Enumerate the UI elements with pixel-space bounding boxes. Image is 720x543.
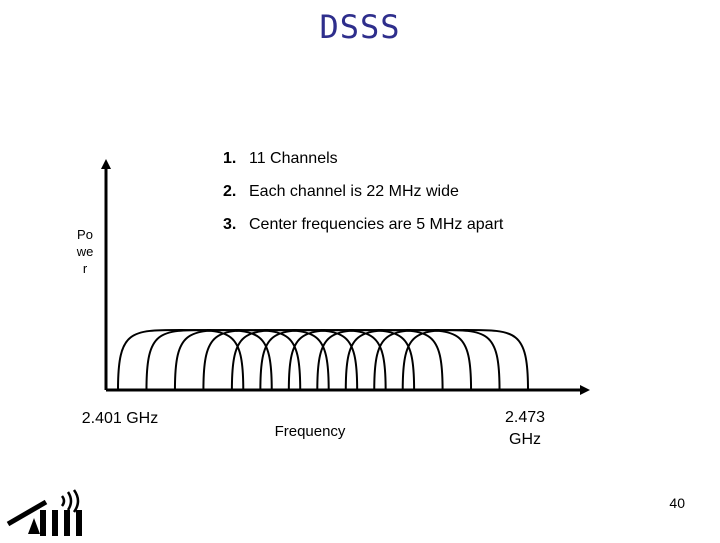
channel-curve bbox=[287, 328, 416, 391]
bullet-list: 1. 11 Channels 2. Each channel is 22 MHz w… bbox=[223, 148, 503, 247]
start-frequency-label: 2.401 GHz bbox=[81, 410, 159, 427]
channel-curve bbox=[202, 328, 330, 391]
channel-curves bbox=[117, 328, 529, 391]
x-axis-label: Frequency bbox=[274, 423, 346, 440]
channel-curve bbox=[230, 328, 359, 391]
end-frequency-label: 2.473 GHz bbox=[504, 409, 546, 448]
channel-curve bbox=[344, 328, 473, 391]
channel-curve bbox=[117, 328, 245, 391]
slide-title: DSSS bbox=[319, 8, 401, 46]
channel-curve bbox=[401, 328, 529, 391]
channel-curve bbox=[173, 328, 302, 391]
list-item: 1. 11 Channels bbox=[223, 150, 338, 167]
channel-curve bbox=[145, 328, 273, 391]
channel-curve bbox=[259, 328, 387, 391]
y-axis-label: Power bbox=[76, 227, 94, 276]
list-item: 3. Center frequencies are 5 MHz apart bbox=[223, 216, 504, 233]
channel-curve bbox=[373, 328, 501, 391]
list-item: 2. Each channel is 22 MHz wide bbox=[223, 183, 459, 200]
channel-curve bbox=[316, 328, 444, 391]
page-number: 40 bbox=[669, 495, 685, 511]
logo-icon bbox=[6, 488, 96, 543]
